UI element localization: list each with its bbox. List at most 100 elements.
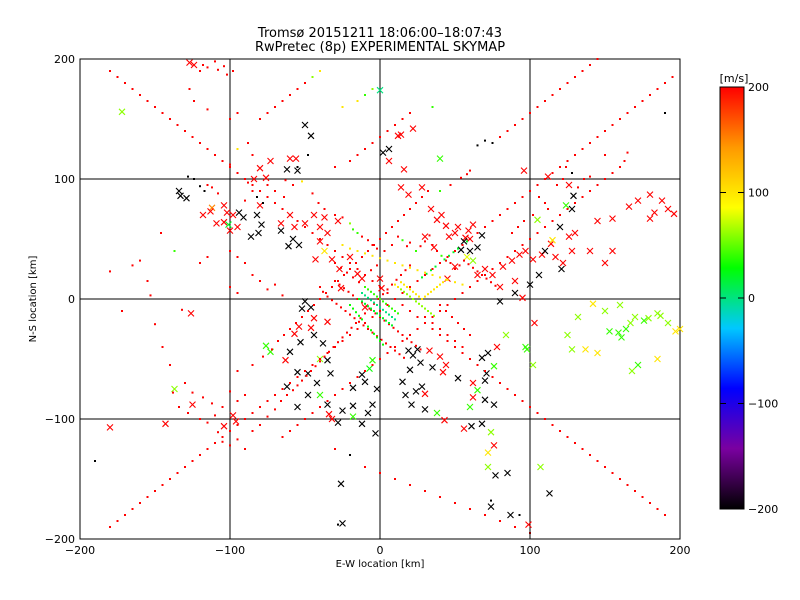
data-point-dot: [323, 208, 326, 210]
data-point-dot: [313, 304, 315, 306]
data-point-dot: [296, 384, 299, 387]
data-point-dot: [415, 202, 417, 204]
colorbar-tick-label: 0: [748, 292, 755, 305]
data-point-dot: [274, 283, 276, 286]
data-point-dot: [412, 298, 414, 300]
data-point-dot: [364, 94, 366, 96]
data-point-cross: [474, 386, 481, 394]
data-point-dot: [415, 344, 417, 347]
colorbar-tick-label: 200: [748, 81, 769, 94]
data-point-dot: [383, 250, 386, 252]
data-point-dot: [421, 276, 423, 279]
data-point-cross: [171, 385, 178, 393]
data-point-cross: [522, 247, 529, 255]
data-point-cross: [397, 184, 405, 191]
data-point-dot: [160, 232, 162, 234]
data-point-dot: [229, 250, 231, 252]
data-point-cross: [519, 294, 526, 302]
data-point-dot: [356, 328, 359, 330]
colorbar: [m/s] 200 100 0 −100 −200: [719, 72, 778, 516]
data-point-dot: [296, 88, 299, 90]
data-point-dot: [370, 308, 372, 311]
data-point-cross: [421, 390, 429, 398]
data-point-dot: [178, 406, 180, 408]
data-point-dot: [367, 328, 369, 330]
data-point-dot: [323, 355, 326, 358]
data-point-dot: [349, 304, 351, 306]
data-point-dot: [370, 307, 372, 310]
data-point-dot: [364, 370, 366, 372]
data-point-dot: [229, 286, 231, 288]
data-point-dot: [343, 287, 345, 290]
data-point-dot: [391, 316, 393, 318]
data-point-dot: [244, 448, 246, 450]
data-point-dot: [641, 496, 644, 498]
data-point-cross: [282, 356, 289, 364]
data-point-dot: [341, 256, 344, 258]
data-point-dot: [244, 178, 246, 180]
data-point-dot: [289, 94, 291, 96]
data-point-cross: [310, 331, 318, 339]
data-point-dot: [373, 301, 375, 304]
data-point-dot: [394, 318, 396, 321]
data-point-cross: [442, 222, 450, 230]
data-point-dot: [301, 316, 303, 318]
data-point-dot: [461, 292, 464, 294]
data-point-dot: [484, 139, 486, 142]
data-point-dot: [538, 196, 540, 198]
data-point-cross: [589, 300, 597, 308]
data-point-dot: [379, 306, 381, 309]
data-point-dot: [574, 154, 576, 156]
data-point-dot: [556, 184, 558, 186]
data-point-dot: [188, 88, 191, 90]
data-point-dot: [154, 490, 156, 492]
data-point-dot: [376, 247, 378, 250]
data-point-cross: [529, 256, 537, 263]
data-point-dot: [514, 124, 516, 126]
data-point-dot: [364, 274, 366, 276]
data-point-dot: [124, 514, 126, 516]
data-point-dot: [352, 307, 354, 310]
data-point-dot: [374, 312, 377, 315]
data-point-dot: [536, 232, 539, 234]
x-tick-label: 200: [670, 544, 691, 557]
data-point-cross: [601, 259, 609, 267]
data-point-cross: [225, 221, 232, 228]
data-point-cross: [465, 227, 472, 234]
data-point-dot: [221, 160, 224, 162]
data-point-dot: [356, 154, 359, 156]
data-point-dot: [401, 340, 404, 342]
data-point-dot: [370, 299, 372, 302]
data-point-dot: [383, 319, 386, 322]
data-points: [94, 58, 684, 534]
data-point-dot: [469, 286, 471, 288]
data-point-dot: [247, 142, 249, 144]
colorbar-ticks: 200 100 0 −100 −200: [720, 81, 778, 516]
data-point-dot: [506, 130, 509, 132]
data-point-dot: [139, 259, 141, 262]
data-point-dot: [454, 346, 456, 348]
data-point-dot: [463, 328, 465, 330]
data-point-dot: [386, 352, 389, 354]
data-point-dot: [289, 382, 291, 384]
data-point-cross: [301, 298, 309, 305]
data-point-dot: [301, 379, 303, 382]
data-point-dot: [295, 322, 297, 324]
data-point-cross: [295, 241, 303, 249]
data-point-cross: [664, 205, 672, 213]
data-point-dot: [425, 272, 428, 275]
data-point-dot: [176, 472, 179, 474]
data-point-dot: [427, 310, 429, 312]
data-point-dot: [439, 334, 441, 336]
data-point-dot: [367, 288, 369, 291]
data-point-dot: [206, 421, 209, 424]
data-point-dot: [476, 270, 479, 273]
data-point-dot: [559, 214, 561, 216]
data-point-cross: [508, 257, 516, 264]
data-point-dot: [341, 336, 344, 339]
y-tick-label: 0: [68, 293, 75, 306]
data-point-dot: [251, 190, 254, 192]
data-point-dot: [401, 264, 404, 267]
data-point-dot: [319, 406, 321, 408]
